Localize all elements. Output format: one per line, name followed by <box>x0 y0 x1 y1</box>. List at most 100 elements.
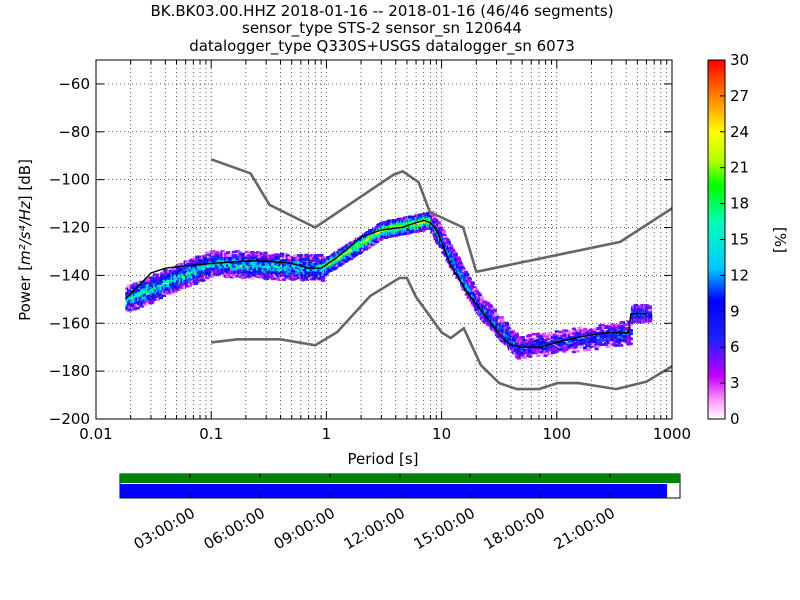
psd-density-cell <box>647 310 652 314</box>
psd-density-cell <box>463 270 468 274</box>
timeline-tick-label: 03:00:00 <box>131 504 198 553</box>
psd-density-cell <box>516 340 522 343</box>
psd-density-cell <box>568 330 573 334</box>
psd-density-cell <box>488 304 493 308</box>
psd-density-cell <box>605 333 611 336</box>
psd-density-cell <box>532 332 537 336</box>
psd-density-cell <box>600 339 605 342</box>
psd-density-cell <box>135 306 140 310</box>
x-tick-label: 10 <box>432 425 451 443</box>
psd-density-cell <box>138 300 143 303</box>
psd-density-cell <box>648 316 653 319</box>
psd-density-cell <box>554 330 559 333</box>
psd-density-cell <box>533 337 539 340</box>
psd-density-cell <box>173 288 178 291</box>
y-axis-label-prefix: Power [ <box>16 265 34 321</box>
psd-density-cell <box>446 239 451 242</box>
psd-density-cell <box>263 275 268 278</box>
x-tick-label: 1000 <box>653 425 691 443</box>
psd-density-cell <box>439 226 444 230</box>
chart-title-line-2: sensor_type STS-2 sensor_sn 120644 <box>242 19 522 38</box>
psd-density-cell <box>205 276 210 280</box>
psd-density-cell <box>139 305 145 308</box>
psd-density-cell <box>155 280 161 284</box>
psd-density-cell <box>160 274 165 278</box>
y-tick-label: −60 <box>58 75 90 93</box>
psd-density-cell <box>355 240 360 244</box>
psd-density-cell <box>187 280 193 283</box>
psd-density-cell <box>317 255 322 259</box>
psd-density-cell <box>134 284 139 287</box>
y-tick-label: −140 <box>49 266 90 284</box>
psd-density-cell <box>153 298 158 301</box>
psd-density-cell <box>193 279 198 282</box>
psd-density-cell <box>615 340 620 343</box>
nhnm-line <box>210 158 673 274</box>
psd-density-cell <box>280 256 285 260</box>
psd-density-cell <box>449 244 454 248</box>
psd-density-cell <box>142 303 148 307</box>
timeline-tick-label: 21:00:00 <box>551 504 618 553</box>
psd-density-cell <box>364 247 369 251</box>
psd-density-cell <box>402 232 407 236</box>
psd-density-cell <box>276 253 281 257</box>
psd-density-cell <box>128 308 133 312</box>
psd-density-cell <box>174 278 179 282</box>
psd-density-cell <box>611 327 616 331</box>
timeline-tick-label: 09:00:00 <box>271 504 338 553</box>
psd-density-cell <box>208 257 213 261</box>
psd-density-cell <box>594 347 599 351</box>
psd-density-cell <box>492 309 497 312</box>
psd-density-cell <box>528 355 533 358</box>
y-tick-label: −80 <box>58 123 90 141</box>
y-tick-label: −180 <box>49 362 90 380</box>
psd-density-cell <box>577 346 582 349</box>
psd-density-cell <box>224 257 229 260</box>
psd-density-cell <box>201 279 206 282</box>
psd-density-cell <box>535 354 540 357</box>
psd-density-cell <box>192 259 197 262</box>
psd-density-cell <box>309 264 315 268</box>
psd-density-cell <box>229 257 234 260</box>
psd-density-cell <box>535 332 540 336</box>
psd-density-cell <box>577 336 582 340</box>
psd-density-cell <box>458 262 463 265</box>
timeline-tick-label: 06:00:00 <box>201 504 268 553</box>
data-coverage-timeline: 03:00:00 06:00:00 09:00:00 12:00:00 15:00:00… <box>119 473 681 553</box>
psd-density-cell <box>269 270 274 273</box>
psd-density-cell <box>173 276 178 280</box>
psd-density-cell <box>298 258 303 261</box>
psd-density-cell <box>155 298 161 301</box>
psd-density-cell <box>196 266 201 269</box>
psd-density-cell <box>583 348 588 352</box>
psd-density-cell <box>237 250 242 254</box>
psd-density-cell <box>141 297 146 300</box>
colorbar-tick-label: 18 <box>730 195 749 213</box>
psd-density-cell <box>177 263 182 266</box>
psd-density-cell <box>125 293 130 296</box>
psd-density-cell <box>535 349 540 352</box>
psd-density-cell <box>254 265 259 268</box>
psd-density-cell <box>151 287 156 291</box>
psd-density-cell <box>479 313 484 316</box>
psd-density-cell <box>600 329 605 332</box>
colorbar-tick-label: 9 <box>730 302 740 320</box>
psd-density-cell <box>594 343 599 346</box>
psd-density-cell <box>600 323 605 327</box>
psd-density-cell <box>449 246 454 249</box>
psd-density-cell <box>575 349 580 353</box>
psd-density-cell <box>470 282 475 285</box>
psd-density-cell <box>562 350 567 353</box>
psd-density-cell <box>231 275 236 278</box>
psd-density-cell <box>535 350 540 353</box>
psd-density-cell <box>491 307 496 311</box>
psd-density-cell <box>170 283 175 286</box>
noise-model-lines <box>124 158 673 391</box>
psd-density-cell <box>308 260 313 264</box>
psd-density-cell <box>214 271 220 274</box>
psd-density-cell <box>471 289 476 292</box>
psd-density-cell <box>233 259 238 262</box>
psd-density-cell <box>431 214 436 217</box>
psd-density-cell <box>598 326 603 330</box>
psd-density-cell <box>206 267 211 270</box>
